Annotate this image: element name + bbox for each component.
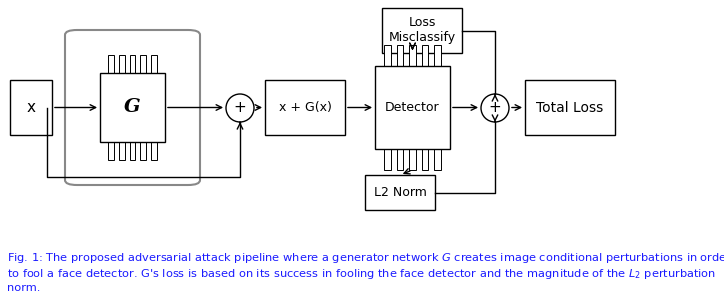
Bar [421,45,429,66]
Bar [151,142,157,160]
Bar [130,142,135,160]
Text: +: + [489,101,502,115]
Bar [397,149,403,170]
Bar [434,45,441,66]
Bar [108,55,114,73]
Text: x + G(x): x + G(x) [279,101,332,114]
Bar [384,149,391,170]
Bar [100,73,165,142]
Bar [151,55,157,73]
Text: Loss
Misclassify: Loss Misclassify [389,17,455,44]
Text: Total Loss: Total Loss [536,101,604,115]
Bar [409,45,416,66]
FancyBboxPatch shape [65,30,200,185]
Bar [397,45,403,66]
Ellipse shape [226,94,254,122]
Bar [384,45,391,66]
Bar [382,8,462,53]
Bar [119,55,125,73]
Text: +: + [234,101,246,115]
Bar [421,149,429,170]
Bar [375,66,450,149]
Bar [409,149,416,170]
Bar [265,80,345,135]
Bar [365,175,435,210]
Bar [140,55,146,73]
Bar [108,142,114,160]
Bar [10,80,52,135]
Text: Fig. 1: The proposed adversarial attack pipeline where a generator network $G$ c: Fig. 1: The proposed adversarial attack … [7,251,724,293]
Bar [525,80,615,135]
Text: G: G [125,99,140,117]
Text: Detector: Detector [385,101,439,114]
Bar [130,55,135,73]
Text: x: x [27,100,35,115]
Bar [119,142,125,160]
Bar [434,149,441,170]
Text: L2 Norm: L2 Norm [374,186,426,199]
Bar [140,142,146,160]
Ellipse shape [481,94,509,122]
